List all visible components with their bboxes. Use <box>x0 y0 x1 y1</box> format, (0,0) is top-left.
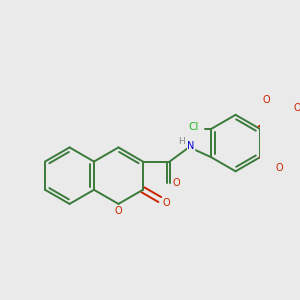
Text: Cl: Cl <box>188 122 199 132</box>
Text: O: O <box>115 206 122 216</box>
Text: O: O <box>293 103 300 112</box>
Text: O: O <box>262 95 270 105</box>
Text: N: N <box>188 141 195 151</box>
Text: O: O <box>162 198 170 208</box>
Text: O: O <box>275 163 283 173</box>
Text: H: H <box>178 136 185 146</box>
Text: O: O <box>173 178 181 188</box>
